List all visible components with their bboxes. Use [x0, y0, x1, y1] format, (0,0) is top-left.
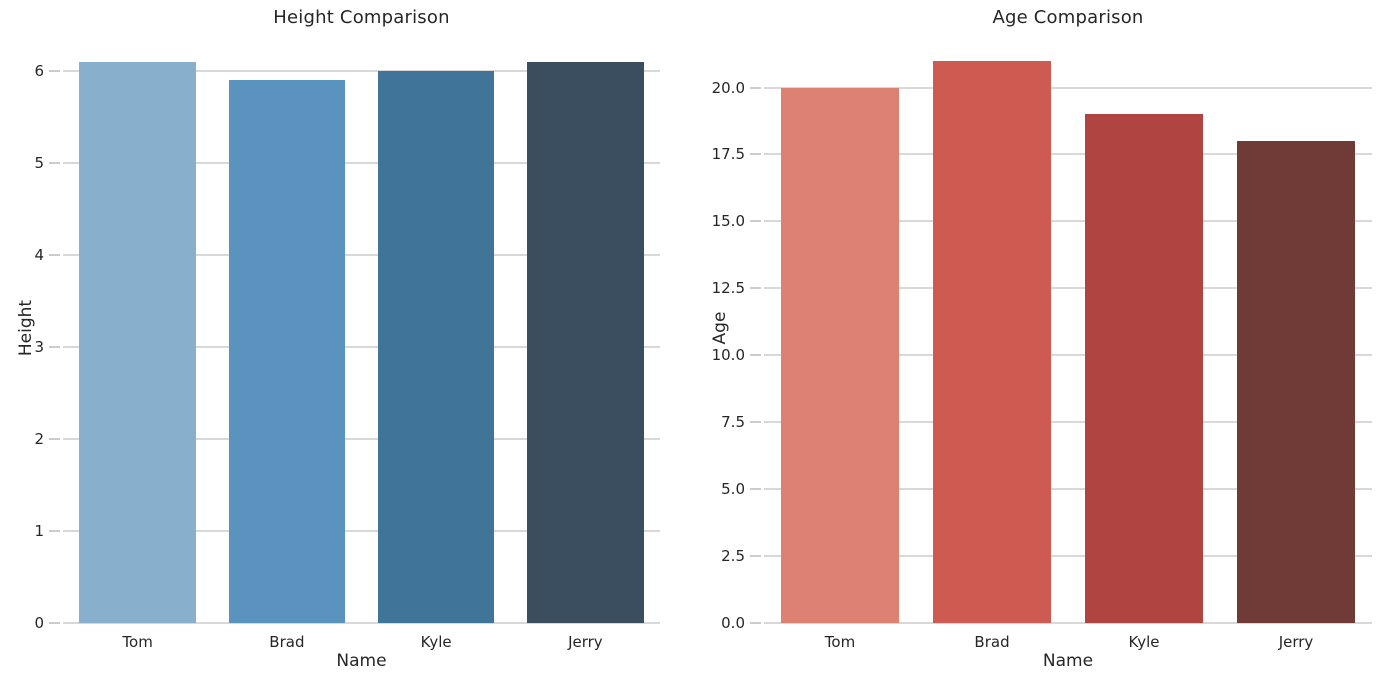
- y-tick-mark: [49, 622, 60, 624]
- y-tick-mark: [750, 622, 761, 624]
- gridline: [764, 354, 1372, 357]
- y-tick-mark: [49, 345, 60, 348]
- bar-jerry: [1236, 141, 1356, 623]
- plot-area: 0 1 2 3 4 5 6 Tom Brad Kyle Jerry: [34, 34, 660, 651]
- x-tick-label: Brad: [974, 633, 1010, 651]
- y-tick-mark: [750, 220, 761, 223]
- y-tick-label: 15.0: [711, 212, 745, 231]
- gridline: [764, 421, 1372, 424]
- y-tick-label: 10.0: [711, 346, 745, 365]
- y-tick-label: 17.5: [711, 145, 745, 164]
- y-tick-mark: [750, 354, 761, 357]
- y-tick-label: 2: [34, 429, 44, 448]
- y-tick-label: 6: [34, 61, 44, 80]
- bar-brad: [932, 60, 1052, 623]
- chart-title: Height Comparison: [273, 7, 450, 28]
- x-tick-label: Brad: [269, 633, 305, 651]
- y-tick-mark: [49, 529, 60, 532]
- bar-tom: [79, 61, 196, 623]
- bar-jerry: [527, 61, 644, 623]
- y-tick-label: 0: [34, 614, 44, 632]
- gridline: [63, 437, 660, 440]
- y-axis-label: Age: [710, 311, 730, 345]
- chart-title: Age Comparison: [992, 7, 1144, 28]
- y-tick-label: 12.5: [711, 279, 745, 298]
- y-tick-label: 2.5: [721, 547, 745, 566]
- gridline: [764, 555, 1372, 558]
- y-tick-mark: [49, 161, 60, 164]
- y-tick-label: 4: [34, 245, 44, 264]
- bar-tom: [780, 87, 900, 623]
- plot-area: 0.0 2.5 5.0 7.5 10.0 12.5 15.0 17.5 20.0 Tom Brad K…: [712, 34, 1372, 651]
- y-axis-label: Height: [16, 299, 36, 357]
- x-axis-label: Name: [1042, 651, 1094, 671]
- x-tick-label: Tom: [122, 633, 153, 651]
- y-tick-label: 1: [34, 521, 44, 540]
- bar-kyle: [377, 70, 495, 623]
- gridline: [63, 161, 660, 164]
- x-tick-label: Tom: [824, 633, 856, 651]
- bar-brad: [228, 80, 346, 623]
- y-tick-mark: [49, 69, 60, 72]
- chart-age-comparison: Age Comparison Age 0.0 2.5 5.0 7.5 10.0 12.5 1…: [694, 0, 1389, 690]
- y-tick-label: 5.0: [721, 480, 745, 499]
- gridline: [63, 253, 660, 256]
- gridline: [63, 69, 660, 72]
- bar-kyle: [1084, 114, 1204, 623]
- y-tick-label: 5: [34, 153, 44, 172]
- gridline: [63, 529, 660, 532]
- x-tick-label: Jerry: [1278, 633, 1314, 651]
- y-tick-mark: [750, 488, 761, 491]
- gridline: [764, 153, 1372, 156]
- gridline: [63, 345, 660, 348]
- y-tick-mark: [49, 437, 60, 440]
- gridline: [764, 86, 1372, 89]
- y-tick-mark: [750, 555, 761, 558]
- y-tick-label: 3: [34, 337, 44, 356]
- x-axis-label: Name: [336, 651, 387, 671]
- y-tick-mark: [750, 86, 761, 89]
- y-tick-label: 7.5: [721, 413, 745, 432]
- gridline: [764, 220, 1372, 223]
- y-tick-mark: [750, 153, 761, 156]
- y-tick-label: 0.0: [721, 614, 745, 632]
- gridline: [764, 488, 1372, 491]
- x-tick-label: Jerry: [568, 633, 603, 651]
- chart-height-comparison: Height Comparison Height 0 1 2 3 4 5 6 Tom Brad K…: [0, 0, 694, 690]
- gridline: [764, 622, 1372, 624]
- x-tick-label: Kyle: [1128, 633, 1160, 651]
- y-tick-label: 20.0: [711, 78, 745, 97]
- gridline: [764, 287, 1372, 290]
- x-tick-label: Kyle: [420, 633, 452, 651]
- y-tick-mark: [49, 253, 60, 256]
- gridline: [63, 622, 660, 624]
- y-tick-mark: [750, 421, 761, 424]
- y-tick-mark: [750, 287, 761, 290]
